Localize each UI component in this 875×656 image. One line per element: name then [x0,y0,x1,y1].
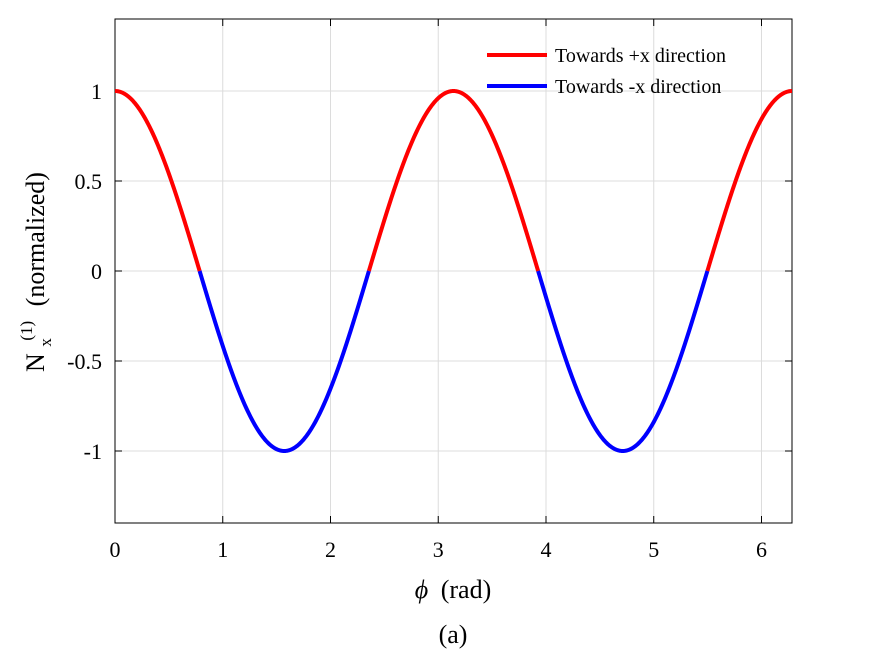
series-minus-x-segment [197,270,371,453]
x-tick-label: 2 [325,537,336,562]
series-minus-x-segment [536,270,710,453]
y-axis-label: N x (1) (normalized) [9,172,57,372]
series-plus-x-segment [366,89,541,272]
series-lines [113,89,794,453]
x-axis-label-unit: (rad) [441,575,492,604]
y-axis-label-sup: (1) [17,321,36,341]
y-tick-label: -0.5 [67,349,102,374]
x-tick-label: 0 [110,537,121,562]
y-axis-label-rest: (normalized) [21,172,50,306]
x-axis-label: ϕ (rad) [415,575,491,604]
y-axis-label-main: N [21,353,50,372]
legend-label-plus-x: Towards +x direction [555,45,726,67]
x-tick-label: 3 [433,537,444,562]
y-axis-label-sub: x [36,338,55,347]
series-plus-x-segment [705,89,794,272]
figure-caption: (a) [439,620,468,649]
y-tick-label: 1 [91,79,102,104]
legend-label-minus-x: Towards -x direction [555,76,721,98]
x-tick-label: 1 [217,537,228,562]
series-plus-x-segment [113,89,202,272]
x-tick-label: 4 [540,537,551,562]
y-tick-label: -1 [84,439,102,464]
legend: Towards +x direction Towards -x directio… [487,45,726,98]
y-tick-label: 0 [91,259,102,284]
x-tick-label: 6 [756,537,767,562]
y-tick-label: 0.5 [75,169,103,194]
x-tick-label: 5 [648,537,659,562]
axis-ticks: 0 1 2 3 4 5 6 1 0.5 0 -0.5 -1 [67,19,792,562]
svg-text:N x (1) (nor: N x (1) (normalized) [9,172,57,372]
x-axis-label-symbol: ϕ [415,575,428,604]
